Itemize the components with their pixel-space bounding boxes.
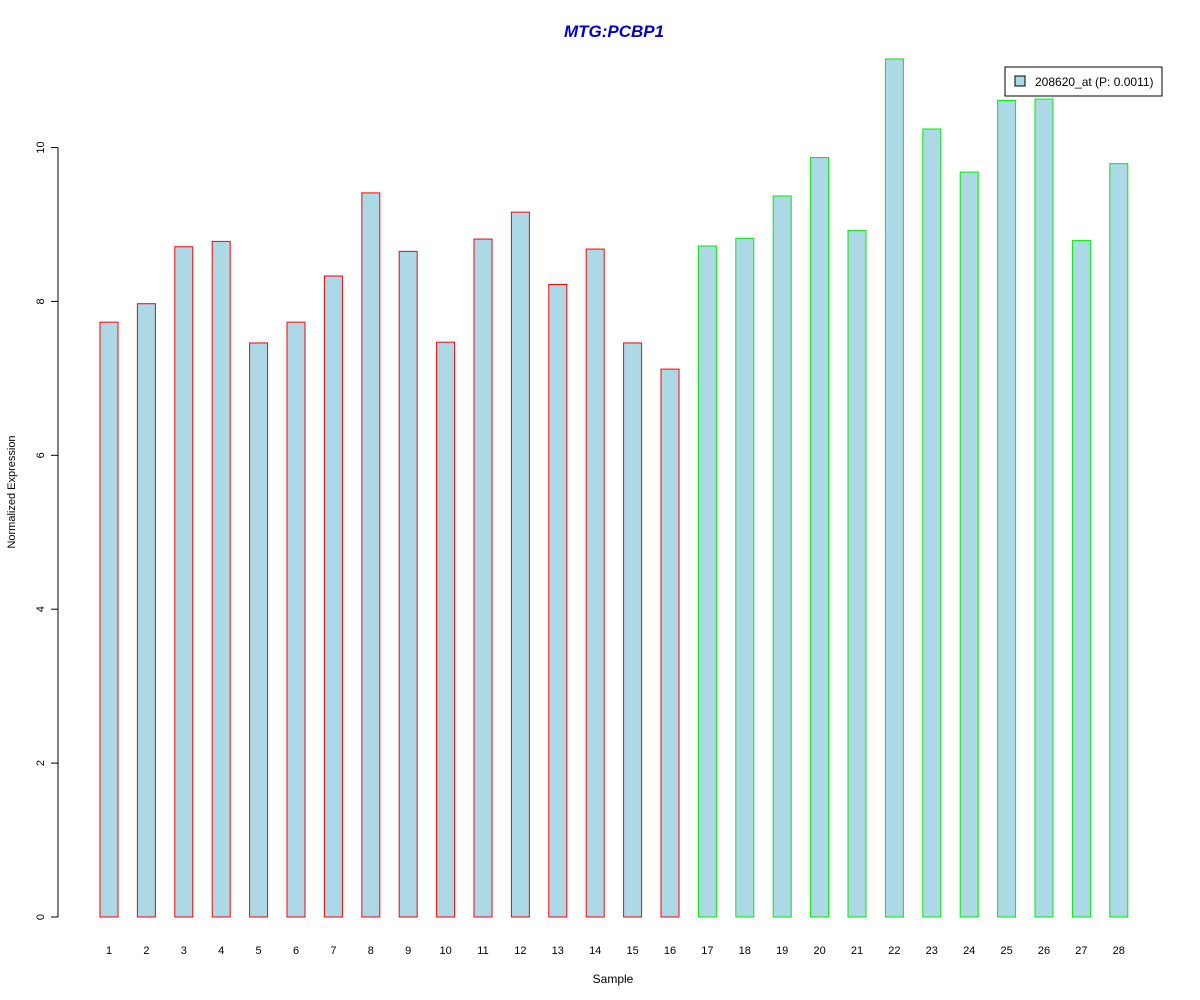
- bar: [1071, 240, 1091, 918]
- x-axis-label: Sample: [593, 972, 634, 986]
- bar: [323, 275, 343, 918]
- legend-swatch: [1014, 75, 1026, 87]
- x-tick-label: 15: [626, 945, 638, 957]
- bar: [997, 100, 1017, 918]
- bar: [361, 192, 381, 918]
- x-tick-label: 9: [405, 945, 411, 957]
- x-tick-label: 1: [106, 945, 112, 957]
- y-tick-label: 10: [35, 141, 47, 153]
- bar: [436, 341, 456, 918]
- x-tick-label: 19: [776, 945, 788, 957]
- x-tick-label: 21: [851, 945, 863, 957]
- x-tick-label: 7: [330, 945, 336, 957]
- x-tick-label: 8: [368, 945, 374, 957]
- legend: 208620_at (P: 0.0011): [1004, 66, 1163, 97]
- x-tick-label: 16: [664, 945, 676, 957]
- bar: [884, 58, 904, 918]
- bar: [1109, 163, 1129, 918]
- x-tick-label: 24: [963, 945, 975, 957]
- y-tick-label: 8: [35, 298, 47, 304]
- bar: [510, 211, 530, 918]
- x-tick-label: 3: [181, 945, 187, 957]
- x-tick-label: 22: [888, 945, 900, 957]
- bar: [735, 237, 755, 918]
- y-tick-label: 6: [35, 452, 47, 458]
- y-tick-label: 2: [35, 760, 47, 766]
- y-tick-label: 4: [35, 606, 47, 612]
- x-tick-label: 13: [552, 945, 564, 957]
- x-tick-label: 5: [256, 945, 262, 957]
- x-tick-label: 23: [926, 945, 938, 957]
- y-axis: 0 2 4 6 8 10: [35, 141, 59, 920]
- x-tick-label: 6: [293, 945, 299, 957]
- bar: [174, 246, 194, 918]
- bar: [1034, 98, 1054, 918]
- bar: [548, 283, 568, 918]
- bar: [810, 157, 830, 918]
- x-tick-label: 25: [1000, 945, 1012, 957]
- bar: [922, 128, 942, 918]
- x-tick-label: 14: [589, 945, 601, 957]
- bar: [959, 171, 979, 918]
- bar: [660, 368, 680, 918]
- bar: [847, 230, 867, 918]
- y-tick-label: 0: [35, 914, 47, 920]
- x-tick-label: 17: [701, 945, 713, 957]
- legend-box: [1004, 66, 1163, 97]
- x-tick-label: 28: [1113, 945, 1125, 957]
- bar: [623, 342, 643, 918]
- x-tick-label: 10: [439, 945, 451, 957]
- x-tick-label: 2: [143, 945, 149, 957]
- bar: [286, 321, 306, 918]
- bar: [473, 238, 493, 918]
- bar: [99, 321, 119, 918]
- legend-label: 208620_at (P: 0.0011): [1035, 75, 1154, 89]
- bar: [211, 240, 231, 918]
- x-tick-label: 18: [739, 945, 751, 957]
- bar: [585, 248, 605, 918]
- bar: [249, 342, 269, 918]
- x-tick-labels: 1 2 3 4 5 6 7 8 9 10 11 12 13 14 15 16 17 18 19 20 21 22 23 24 2…: [106, 945, 1125, 957]
- bar: [772, 195, 792, 918]
- x-tick-label: 20: [813, 945, 825, 957]
- x-tick-label: 4: [218, 945, 224, 957]
- chart-title: MTG:PCBP1: [564, 22, 664, 41]
- bars: [99, 58, 1129, 918]
- bar: [136, 303, 156, 918]
- x-tick-label: 26: [1038, 945, 1050, 957]
- x-tick-label: 11: [477, 945, 488, 957]
- x-tick-label: 27: [1075, 945, 1087, 957]
- bar: [697, 245, 717, 918]
- bar: [398, 250, 418, 918]
- x-tick-label: 12: [514, 945, 526, 957]
- y-axis-label: Normalized Expression: [6, 435, 18, 548]
